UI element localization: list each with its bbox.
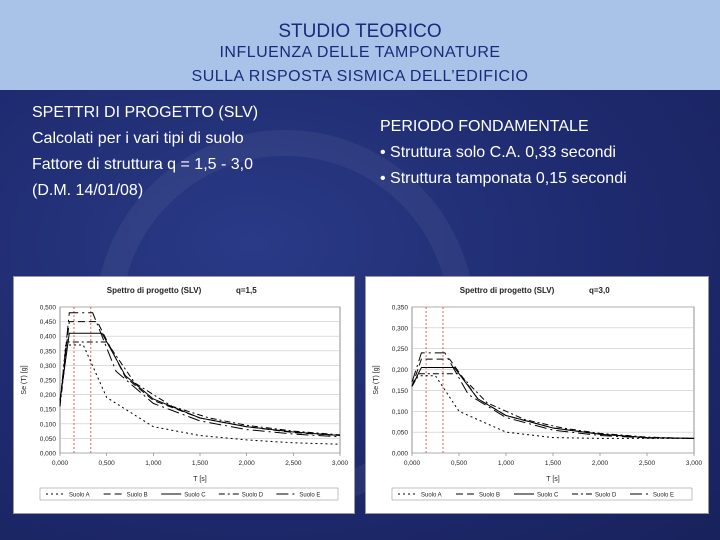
x-tick-label: 3,000 <box>686 460 703 467</box>
y-axis-label: Se (T) [g] <box>21 365 28 394</box>
y-tick-label: 0,500 <box>40 305 57 312</box>
x-axis-label: T [s] <box>193 476 207 483</box>
left-line-3: Fattore di struttura q = 1,5 - 3,0 <box>32 156 253 173</box>
x-tick-label: 0,000 <box>404 460 421 467</box>
legend-box <box>39 487 339 501</box>
chart-subtitle: q=3,0 <box>589 286 610 295</box>
left-line-1: SPETTRI DI PROGETTO (SLV) <box>32 104 259 121</box>
y-tick-label: 0,450 <box>40 319 57 326</box>
y-axis-label: Se (T) [g] <box>373 365 380 394</box>
y-tick-label: 0,100 <box>392 409 409 416</box>
x-tick-label: 1,000 <box>145 460 162 467</box>
chart-title: Spettro di progetto (SLV) <box>460 286 555 295</box>
legend-box <box>391 487 693 501</box>
series-line <box>59 332 341 436</box>
slide-header: STUDIO TEORICO INFLUENZA DELLE TAMPONATU… <box>0 0 720 90</box>
header-subtitle-2: SULLA RISPOSTA SISMICA DELL’EDIFICIO <box>191 68 529 85</box>
x-tick-label: 1,500 <box>192 460 209 467</box>
legend-label: Suolo C <box>184 493 206 499</box>
series-line <box>411 373 695 439</box>
y-tick-label: 0,300 <box>40 363 57 370</box>
x-axis-label: T [s] <box>546 476 560 483</box>
legend-label: Suolo E <box>299 493 320 499</box>
y-tick-label: 0,200 <box>392 367 409 374</box>
series-line <box>59 341 341 436</box>
left-text-block: SPETTRI DI PROGETTO (SLV) Calcolati per … <box>32 100 258 204</box>
legend-label: Suolo B <box>479 493 500 499</box>
right-title: PERIODO FONDAMENTALE <box>380 118 589 135</box>
x-tick-label: 2,000 <box>239 460 256 467</box>
chart-panel-q15: Spettro di progetto (SLV) q=1,5 0,000 0,050… <box>13 276 355 514</box>
chart-q15: Spettro di progetto (SLV) q=1,5 0,000 0,050… <box>21 286 349 501</box>
x-tick-label: 1,000 <box>498 460 515 467</box>
y-tick-label: 0,250 <box>40 378 57 385</box>
chart-q30: Spettro di progetto (SLV) q=3,0 0,000 0,050… <box>373 286 703 501</box>
right-item-1: • Struttura solo C.A. 0,33 secondi <box>380 144 616 161</box>
y-tick-label: 0,400 <box>40 334 57 341</box>
legend-label: Suolo C <box>537 493 559 499</box>
header-title: STUDIO TEORICO <box>278 21 442 42</box>
x-tick-label: 2,000 <box>592 460 609 467</box>
chart-subtitle: q=1,5 <box>236 286 257 295</box>
legend-label: Suolo D <box>242 493 264 499</box>
x-tick-label: 2,500 <box>639 460 656 467</box>
header-subtitle-1: INFLUENZA DELLE TAMPONATURE <box>219 44 501 61</box>
x-tick-label: 0,500 <box>99 460 116 467</box>
legend-label: Suolo E <box>653 493 674 499</box>
left-line-2: Calcolati per i vari tipi di suolo <box>32 130 244 147</box>
series-line <box>411 352 695 439</box>
y-tick-label: 0,150 <box>40 407 57 414</box>
y-tick-label: 0,150 <box>392 388 409 395</box>
legend-label: Suolo A <box>421 493 442 499</box>
x-tick-label: 0,500 <box>451 460 468 467</box>
x-tick-label: 0,000 <box>52 460 69 467</box>
plot-area <box>411 306 695 454</box>
y-tick-label: 0,300 <box>392 325 409 332</box>
y-tick-label: 0,100 <box>40 421 57 428</box>
x-tick-label: 2,500 <box>285 460 302 467</box>
chart-panel-q30: Spettro di progetto (SLV) q=3,0 0,000 0,050… <box>365 276 709 514</box>
left-line-4: (D.M. 14/01/08) <box>32 182 144 199</box>
right-text-block: PERIODO FONDAMENTALE • Struttura solo C.… <box>380 114 627 192</box>
legend-label: Suolo A <box>69 493 90 499</box>
x-tick-label: 1,500 <box>545 460 562 467</box>
y-tick-label: 0,000 <box>392 451 409 458</box>
y-tick-label: 0,050 <box>40 436 57 443</box>
y-tick-label: 0,200 <box>40 392 57 399</box>
legend-label: Suolo B <box>127 493 148 499</box>
chart-title: Spettro di progetto (SLV) <box>107 286 202 295</box>
y-tick-label: 0,000 <box>40 451 57 458</box>
series-line <box>59 312 341 438</box>
y-tick-label: 0,350 <box>392 305 409 312</box>
x-tick-label: 3,000 <box>332 460 349 467</box>
y-tick-label: 0,350 <box>40 348 57 355</box>
right-item-2: • Struttura tamponata 0,15 secondi <box>380 170 627 187</box>
y-tick-label: 0,250 <box>392 346 409 353</box>
y-tick-label: 0,050 <box>392 430 409 437</box>
series-line <box>411 367 695 439</box>
legend-label: Suolo D <box>595 493 617 499</box>
series-line <box>59 344 341 445</box>
